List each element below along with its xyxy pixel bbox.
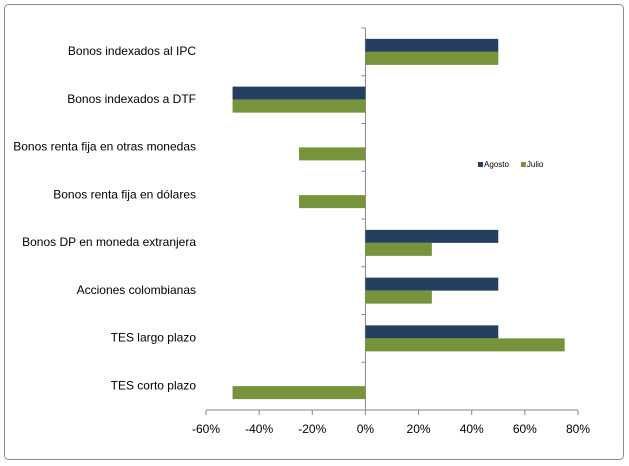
- bar: [365, 338, 565, 352]
- y-tick-label: TES largo plazo: [111, 331, 197, 345]
- legend-label: Julio: [527, 160, 544, 169]
- y-tick-label: Bonos renta fija en dólares: [53, 187, 196, 201]
- x-tick-label: -60%: [192, 422, 220, 436]
- bar: [365, 325, 499, 339]
- x-tick-label: 40%: [460, 422, 484, 436]
- bar: [365, 229, 499, 243]
- legend-label: Agosto: [484, 160, 509, 169]
- y-tick-label: Bonos DP en moneda extranjera: [22, 235, 196, 249]
- y-tick-label: Bonos indexados al IPC: [68, 44, 196, 58]
- bar: [365, 242, 432, 256]
- x-tick-label: -20%: [298, 422, 326, 436]
- bar: [232, 99, 366, 113]
- bar: [365, 277, 499, 291]
- bar: [365, 51, 499, 65]
- legend-swatch: [478, 162, 483, 167]
- x-tick-label: 80%: [566, 422, 590, 436]
- y-tick-label: Bonos indexados a DTF: [67, 92, 196, 106]
- bar: [365, 38, 499, 52]
- bar: [232, 386, 366, 400]
- x-tick-label: -40%: [245, 422, 273, 436]
- legend-swatch: [520, 162, 526, 167]
- bar: [299, 147, 366, 161]
- x-tick-label: 60%: [513, 422, 537, 436]
- y-tick-label: Acciones colombianas: [77, 283, 196, 297]
- x-tick-label: 0%: [357, 422, 375, 436]
- y-tick-label: TES corto plazo: [111, 378, 197, 392]
- bar: [299, 195, 366, 209]
- bar: [365, 290, 432, 304]
- bar: [232, 86, 366, 100]
- x-tick-label: 20%: [407, 422, 431, 436]
- y-tick-label: Bonos renta fija en otras monedas: [13, 140, 196, 154]
